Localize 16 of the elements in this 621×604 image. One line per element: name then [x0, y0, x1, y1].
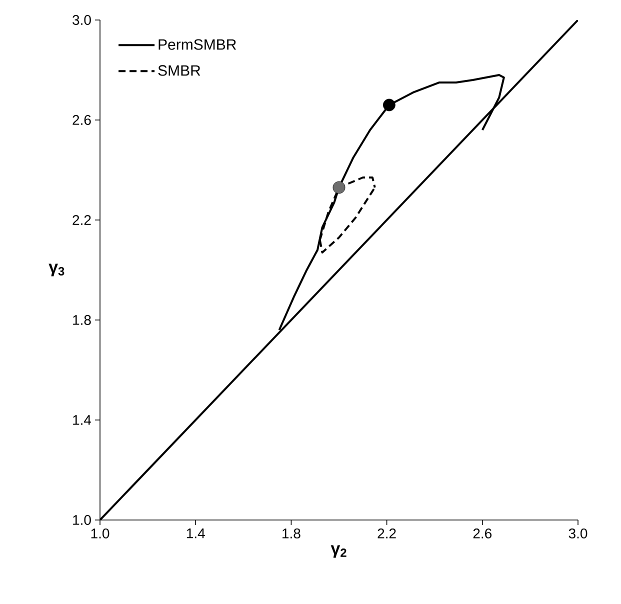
x-tick-label: 2.6 [473, 528, 492, 538]
y-tick-label: 2.2 [72, 215, 91, 225]
y-tick-label: 1.0 [73, 515, 91, 525]
y-tick-label: 2.6 [72, 115, 91, 125]
x-tick-label: 1.4 [186, 528, 205, 538]
x-tick-label: 2.2 [378, 528, 396, 538]
legend-label: SMBR [158, 65, 200, 76]
y-axis-title: γ$_{3}$ [48, 264, 64, 276]
x-tick-label: 3.0 [568, 528, 588, 538]
legend-label: PermSMBR [158, 39, 236, 50]
y-tick-label: 3.0 [72, 15, 91, 25]
x-tick-label: 1.8 [282, 528, 300, 538]
x-axis-title: γ$_{2}$ [330, 545, 346, 558]
y-tick-label: 1.8 [73, 315, 91, 325]
y-tick-label: 1.4 [73, 415, 92, 425]
x-tick-label: 1.0 [91, 528, 110, 538]
